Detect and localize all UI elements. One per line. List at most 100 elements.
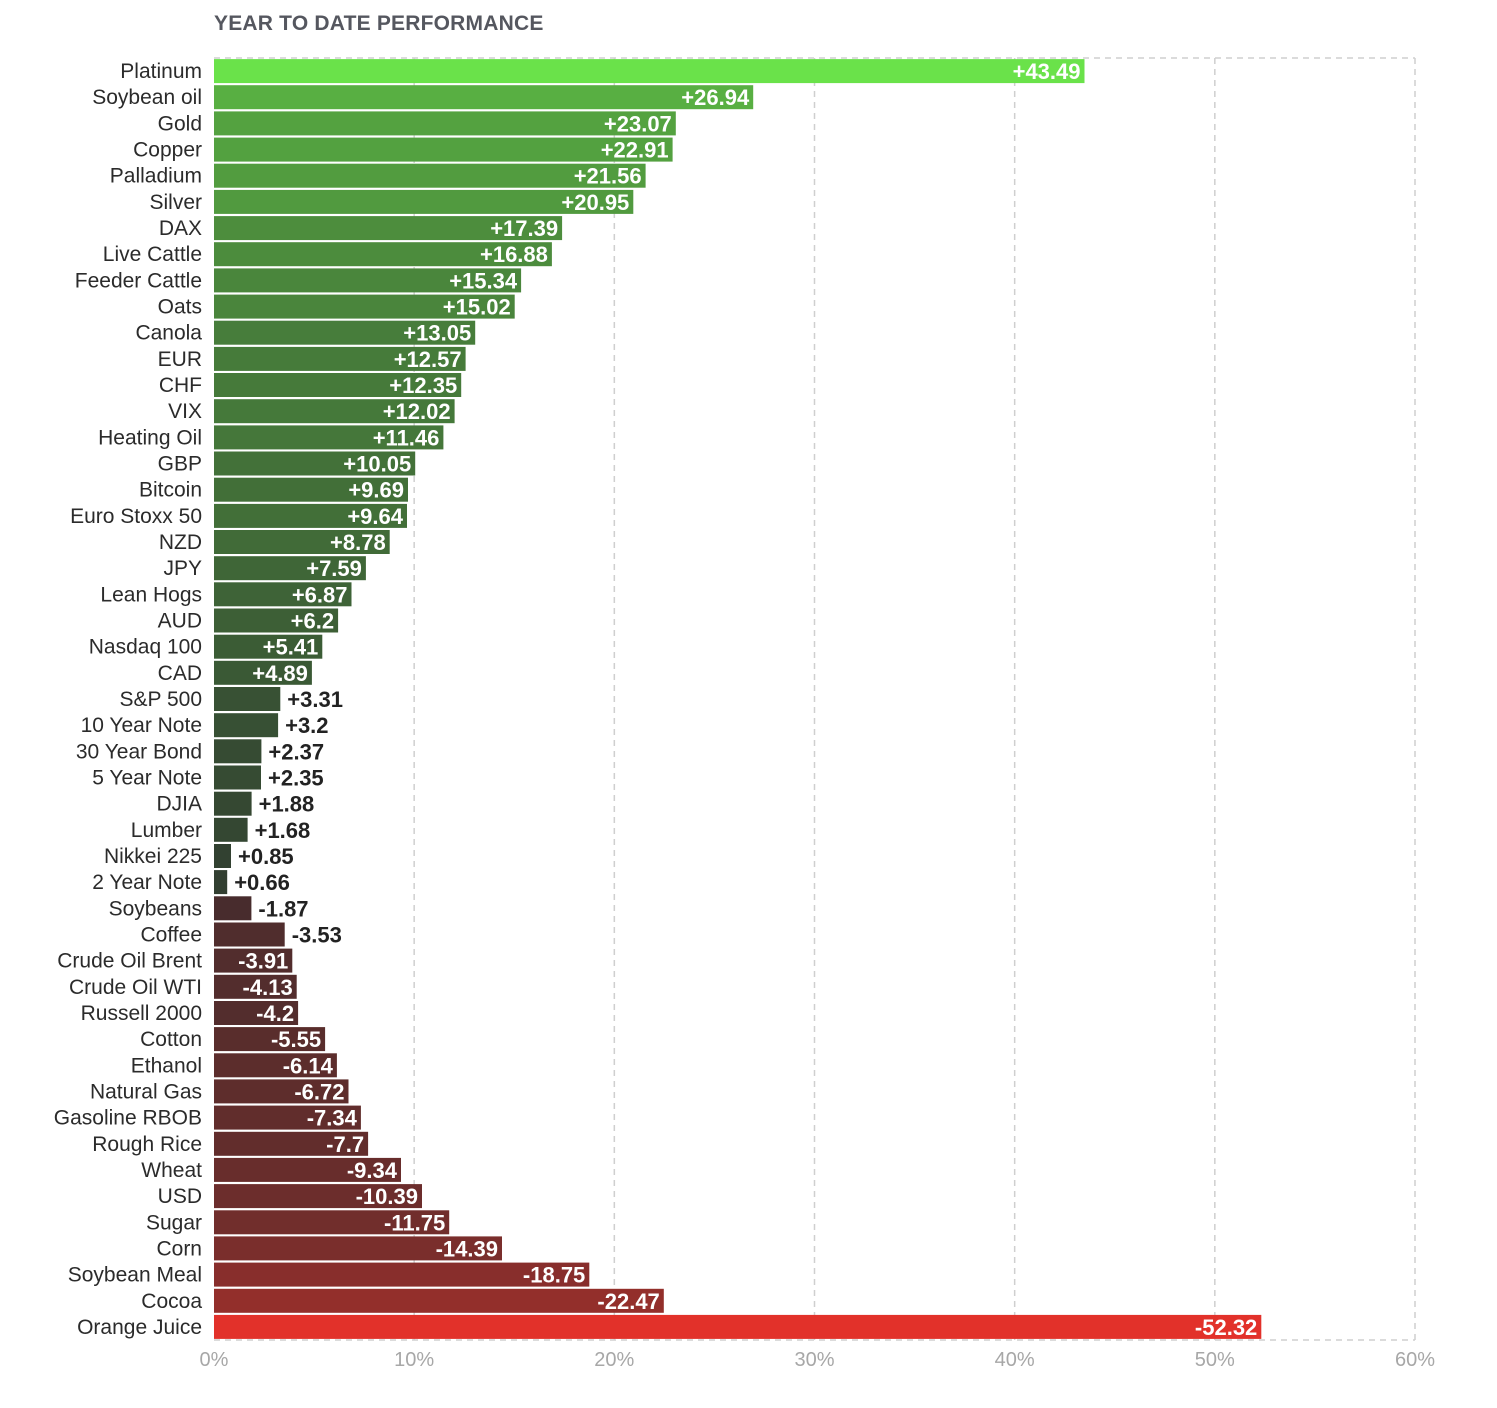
category-label: Feeder Cattle	[75, 269, 202, 292]
category-label: Natural Gas	[90, 1080, 202, 1103]
category-label: AUD	[158, 610, 202, 633]
value-label: +0.85	[238, 844, 294, 869]
bar	[214, 974, 297, 999]
value-label: +15.34	[449, 268, 518, 293]
value-label: +1.88	[259, 792, 315, 817]
value-label: +12.02	[383, 399, 451, 424]
bar	[214, 242, 552, 267]
bar	[214, 765, 261, 790]
value-labels: +43.49 +26.94 +23.07+22.91+21.56+20.95+17.…	[234, 59, 1257, 1340]
category-label: Gold	[158, 112, 202, 135]
category-label: Soybean oil	[92, 86, 202, 109]
bar	[214, 582, 352, 607]
category-label: Soybeans	[109, 897, 202, 920]
bars	[214, 59, 1262, 1339]
category-label: Cocoa	[141, 1290, 202, 1313]
value-label: +12.57	[394, 347, 462, 372]
value-label: +26.94	[681, 85, 750, 110]
bar	[214, 608, 339, 633]
bar	[214, 1053, 337, 1078]
x-tick-label: 60%	[1395, 1349, 1435, 1371]
bar	[214, 948, 293, 973]
value-label: +9.69	[348, 478, 404, 503]
value-label: +23.07	[604, 111, 672, 136]
category-label: GBP	[158, 453, 202, 476]
value-label: -10.39	[356, 1184, 418, 1209]
value-label: -9.34	[347, 1158, 398, 1183]
x-tick-label: 30%	[794, 1349, 834, 1371]
value-label: -6.72	[294, 1079, 344, 1104]
x-tick-label: 20%	[594, 1349, 634, 1371]
x-tick-label: 50%	[1195, 1349, 1235, 1371]
value-label: -22.47	[597, 1289, 659, 1314]
category-label: 5 Year Note	[92, 767, 202, 790]
value-label: +6.87	[292, 582, 348, 607]
category-label: Gasoline RBOB	[54, 1107, 202, 1130]
value-label: -1.87	[258, 896, 308, 921]
value-label: +3.31	[287, 687, 343, 712]
value-label: +5.41	[263, 635, 319, 660]
value-label: -3.91	[238, 949, 288, 974]
value-label: +11.46	[373, 425, 440, 450]
bar	[214, 634, 323, 659]
category-label: 30 Year Bond	[76, 740, 202, 763]
x-tick-label: 40%	[995, 1349, 1035, 1371]
bar	[214, 1288, 664, 1313]
category-label: Canola	[135, 322, 202, 345]
bar	[214, 216, 563, 241]
bar	[214, 451, 416, 476]
category-label: Nasdaq 100	[89, 636, 202, 659]
bar	[214, 713, 279, 738]
value-label: +9.64	[347, 504, 403, 529]
bar	[214, 137, 673, 162]
value-label: -18.75	[523, 1263, 585, 1288]
bar	[214, 817, 248, 842]
category-label: Nikkei 225	[104, 845, 202, 868]
bar	[214, 320, 476, 345]
value-label: +22.91	[601, 138, 669, 163]
bar	[214, 163, 646, 188]
value-label: -6.14	[283, 1053, 334, 1078]
bar	[214, 1105, 361, 1130]
bar	[214, 556, 366, 581]
category-label: Coffee	[141, 924, 203, 947]
bar	[214, 1001, 299, 1025]
value-label: +16.88	[480, 242, 548, 267]
category-label: EUR	[158, 348, 202, 371]
bar	[214, 1262, 590, 1287]
chart-title: YEAR TO DATE PERFORMANCE	[214, 12, 544, 35]
value-label: +2.37	[268, 739, 324, 764]
category-label: Ethanol	[131, 1054, 202, 1077]
bar	[214, 791, 252, 816]
bar	[214, 1079, 349, 1104]
bar	[214, 844, 231, 868]
bar	[214, 1184, 422, 1209]
category-label: Bitcoin	[139, 479, 202, 502]
value-label: -3.53	[292, 923, 342, 948]
bar	[214, 503, 407, 528]
category-label: Cotton	[140, 1028, 202, 1051]
bar	[214, 660, 312, 685]
category-label: Corn	[156, 1237, 202, 1260]
category-label: DJIA	[156, 793, 202, 816]
category-label: CAD	[158, 662, 202, 685]
bar	[214, 111, 676, 136]
value-label: +1.68	[255, 818, 311, 843]
bar	[214, 477, 408, 502]
bar	[214, 189, 634, 214]
bar	[214, 1236, 502, 1261]
value-label: +3.2	[285, 713, 328, 738]
bar	[214, 294, 515, 319]
value-label: -7.34	[307, 1106, 358, 1131]
bar	[214, 687, 281, 711]
category-label: NZD	[159, 531, 202, 554]
value-label: +0.66	[234, 870, 290, 895]
category-label: Platinum	[120, 60, 202, 83]
category-label: Live Cattle	[103, 243, 202, 266]
value-label: +8.78	[330, 530, 386, 555]
value-label: +43.49	[1013, 59, 1081, 84]
category-label: Heating Oil	[98, 426, 202, 449]
category-label: DAX	[159, 217, 202, 240]
category-label: JPY	[163, 557, 202, 580]
